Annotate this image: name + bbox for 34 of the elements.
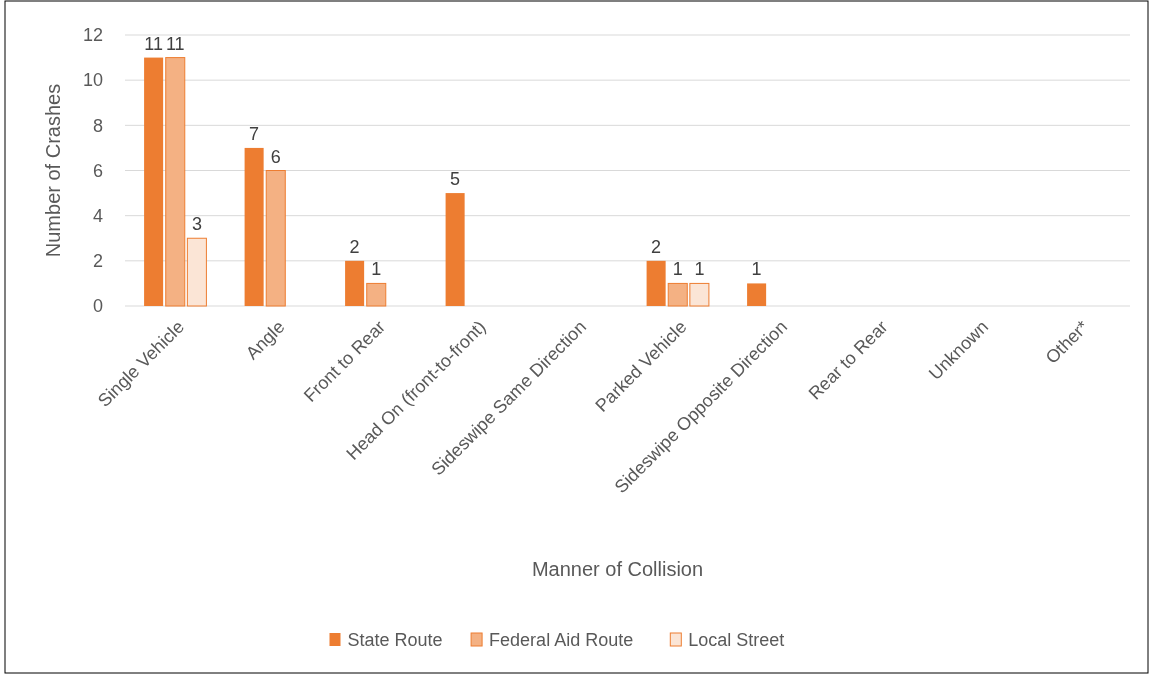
y-tick-label: 6 [92,160,103,181]
data-label: 2 [651,236,662,257]
y-tick-label: 8 [92,115,103,136]
bar [445,193,465,306]
bar [345,260,365,306]
y-tick-label: 10 [82,70,103,91]
bar [165,57,186,307]
bar [366,282,387,307]
data-label: 1 [672,259,683,280]
data-label: 1 [694,259,705,280]
data-label: 6 [270,146,281,167]
legend-label: Local Street [688,630,785,651]
data-label: 3 [191,214,202,235]
data-label: 7 [249,123,260,144]
data-label: 2 [349,236,360,257]
data-label: 1 [751,259,762,280]
y-tick-label: 0 [92,296,103,317]
data-label: 11 [165,33,185,54]
legend-label: Federal Aid Route [489,630,634,651]
x-axis-title: Manner of Collision [531,558,704,580]
y-tick-label: 4 [92,205,103,226]
legend-label: State Route [347,630,443,651]
data-label: 11 [144,33,163,54]
data-label: 1 [371,259,382,280]
y-tick-label: 12 [82,25,103,46]
y-tick-label: 2 [92,251,103,272]
bar [646,260,666,306]
bar [265,170,286,307]
bar [144,57,164,306]
bar [747,283,767,306]
bar [186,237,207,307]
data-label: 5 [450,169,461,190]
y-axis-title: Number of Crashes [42,83,64,258]
bar [244,147,264,306]
